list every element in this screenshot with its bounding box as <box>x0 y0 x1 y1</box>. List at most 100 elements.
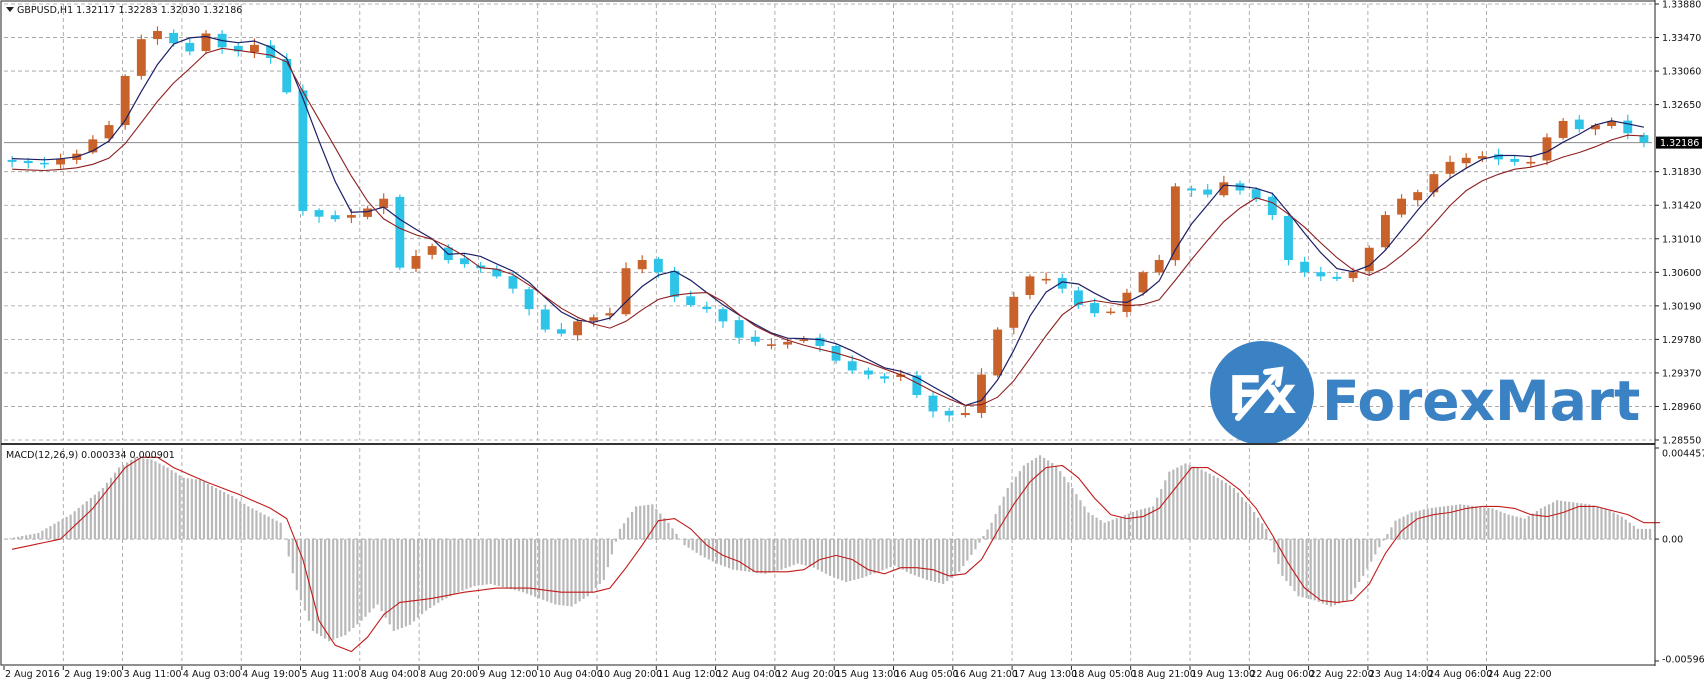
candle-body <box>847 361 857 371</box>
candle-body <box>1106 311 1116 314</box>
candle-body <box>233 45 243 52</box>
x-tick-label: 2 Aug 19:00 <box>64 669 122 680</box>
y-tick-label: 1.29780 <box>1662 335 1701 346</box>
candle-body <box>330 215 340 220</box>
candle-body <box>944 410 954 416</box>
price-tag-layer: 1.32186 <box>1656 136 1702 149</box>
candle-body <box>1477 156 1487 159</box>
candle-body <box>411 255 421 269</box>
candle-body <box>1251 189 1261 199</box>
candle-body <box>1203 189 1213 195</box>
forexmart-logo-text: ForexMart <box>1322 369 1640 433</box>
y-tick-label: 1.28960 <box>1662 402 1701 413</box>
moving-average-slow-line <box>12 47 1644 406</box>
macd-y-tick-label: 0.00 <box>1662 535 1683 546</box>
x-tick-label: 2 Aug 2016 <box>5 669 60 680</box>
candle-body <box>492 268 502 277</box>
moving-averages-layer <box>12 35 1645 407</box>
candle-body <box>702 306 712 310</box>
chart-menu-triangle-icon[interactable] <box>6 7 14 12</box>
current-price-tag <box>1656 136 1702 149</box>
candle-body <box>605 313 615 316</box>
candle-body <box>1413 192 1423 201</box>
candle-body <box>460 258 469 265</box>
candle-body <box>524 289 534 310</box>
candle-body <box>1607 120 1617 127</box>
candle-body <box>1090 303 1100 314</box>
chart-frame <box>0 0 1656 666</box>
candle-body <box>799 339 809 342</box>
candle-body <box>395 196 405 268</box>
candle-body <box>1542 137 1552 161</box>
y-tick-label: 1.33060 <box>1662 67 1701 78</box>
x-tick-label: 8 Aug 20:00 <box>420 669 478 680</box>
x-tick-label: 22 Aug 22:00 <box>1310 669 1374 680</box>
candle-body <box>1316 272 1326 277</box>
forexmart-watermark: Fx ForexMart <box>1210 341 1640 445</box>
candle-body <box>249 44 259 53</box>
candle-body <box>1219 182 1229 196</box>
candle-body <box>88 139 98 153</box>
x-tick-label: 4 Aug 03:00 <box>183 669 241 680</box>
x-tick-label: 12 Aug 20:00 <box>776 669 840 680</box>
x-tick-label: 18 Aug 21:00 <box>1132 669 1196 680</box>
candle-body <box>1170 186 1180 261</box>
x-tick-label: 4 Aug 19:00 <box>242 669 300 680</box>
candle-body <box>379 198 389 208</box>
candle-body <box>1348 272 1358 279</box>
x-tick-label: 10 Aug 04:00 <box>539 669 603 680</box>
candles-layer <box>7 26 1649 422</box>
macd-header: MACD(12,26,9) 0.000334 0.000901 <box>6 450 175 461</box>
current-price-label: 1.32186 <box>1660 138 1699 149</box>
macd-y-tick-label: -0.005967 <box>1662 655 1704 666</box>
candle-body <box>508 276 518 289</box>
candle-body <box>670 270 679 297</box>
candle-body <box>185 42 195 52</box>
candle-body <box>39 162 49 165</box>
candle-body <box>960 413 970 416</box>
candle-body <box>1138 272 1148 293</box>
x-tick-label: 18 Aug 05:00 <box>1072 669 1136 680</box>
x-tick-label: 11 Aug 12:00 <box>657 669 721 680</box>
symbol-header: GBPUSD,H1 1.32117 1.32283 1.32030 1.3218… <box>17 5 242 16</box>
y-tick-label: 1.32650 <box>1662 100 1701 111</box>
x-tick-label: 19 Aug 13:00 <box>1191 669 1255 680</box>
candle-body <box>136 39 146 76</box>
candle-body <box>153 30 162 40</box>
x-tick-label: 5 Aug 11:00 <box>302 669 360 680</box>
candle-body <box>880 376 889 379</box>
candle-body <box>282 59 292 93</box>
grid-layer <box>4 3 1652 661</box>
candle-body <box>169 32 179 44</box>
candle-body <box>1284 215 1293 261</box>
y-tick-label: 1.31010 <box>1662 234 1701 245</box>
y-tick-label: 1.33470 <box>1662 33 1701 44</box>
y-tick-label: 1.31420 <box>1662 201 1701 212</box>
candle-body <box>1445 161 1455 174</box>
candle-body <box>1380 215 1390 248</box>
macd-layer <box>8 455 1661 653</box>
y-tick-label: 1.31830 <box>1662 167 1701 178</box>
x-tick-label: 9 Aug 12:00 <box>479 669 537 680</box>
candle-body <box>1300 261 1310 273</box>
candle-body <box>1494 154 1503 160</box>
x-tick-label: 22 Aug 06:00 <box>1250 669 1314 680</box>
candle-body <box>573 321 583 336</box>
x-tick-label: 3 Aug 11:00 <box>124 669 182 680</box>
candle-body <box>637 260 647 270</box>
candle-body <box>718 309 728 322</box>
candle-body <box>201 33 211 51</box>
candle-body <box>1267 196 1277 216</box>
candle-body <box>476 265 486 269</box>
candle-body <box>1154 260 1164 273</box>
candle-body <box>750 336 760 342</box>
axes-layer: 1.33880 1.33470 1.33060 1.32650 1.31830 1.314… <box>3 0 1704 680</box>
candle-body <box>1526 161 1536 164</box>
candle-body <box>993 329 1003 376</box>
candle-body <box>56 159 65 165</box>
candle-body <box>896 374 906 377</box>
candle-body <box>1057 278 1067 289</box>
candle-body <box>767 344 776 346</box>
